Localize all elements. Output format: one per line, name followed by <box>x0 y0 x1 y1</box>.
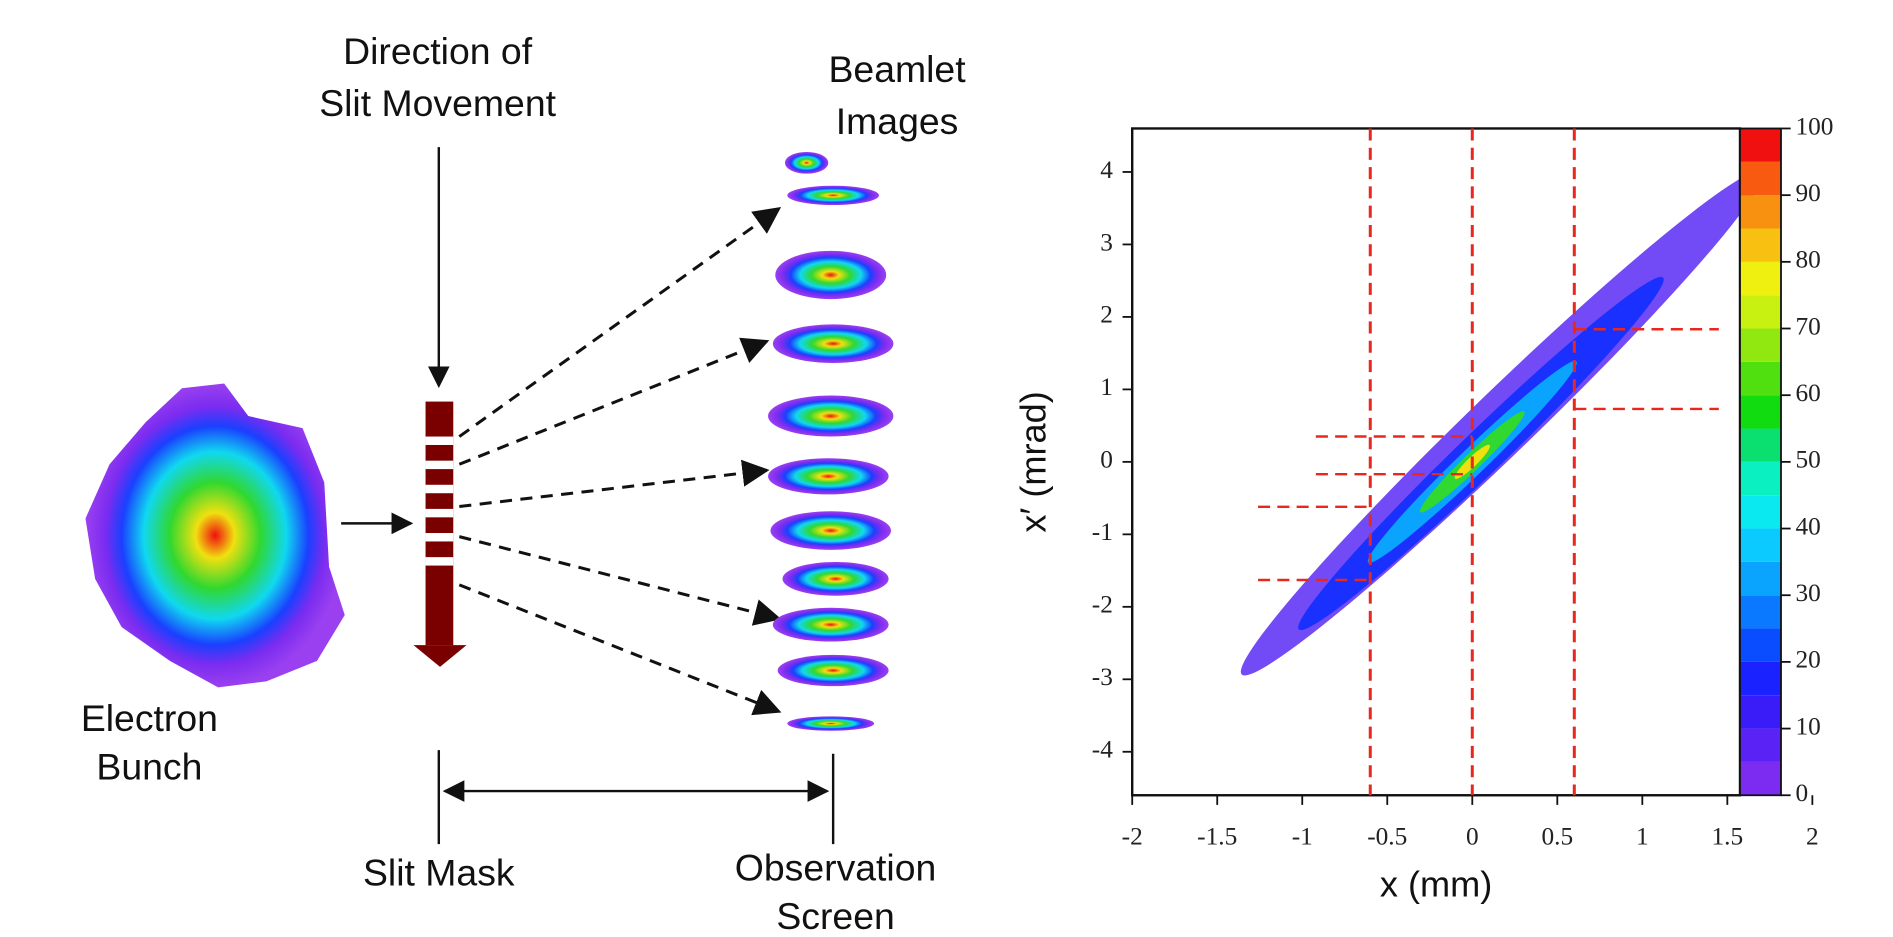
beamlet <box>770 511 892 550</box>
label: Bunch <box>96 745 202 787</box>
colorbar-band <box>1739 695 1781 729</box>
label: Electron <box>81 697 218 739</box>
label: Screen <box>776 895 894 937</box>
diagram: Direction of Slit Movement Beamlet Image… <box>81 30 966 937</box>
beamlet-arrows <box>458 207 782 716</box>
colorbar-band <box>1739 395 1781 429</box>
colorbar-band <box>1739 728 1781 762</box>
beamlet <box>787 185 879 206</box>
colorbar-band <box>1739 495 1781 529</box>
y-tick-label: 0 <box>1100 446 1113 474</box>
colorbar-band <box>1739 361 1781 396</box>
label: Direction of <box>343 30 533 72</box>
beamlet <box>768 458 889 495</box>
beamlet <box>772 324 894 363</box>
colorbar-label: 80 <box>1795 246 1820 274</box>
y-tick-label: 4 <box>1100 156 1113 184</box>
colorbar-band <box>1739 561 1781 596</box>
y-tick-label: -2 <box>1092 591 1113 619</box>
x-tick-label: -0.5 <box>1367 822 1407 850</box>
x-tick-label: 1.5 <box>1712 822 1744 850</box>
x-tick-label: 2 <box>1806 822 1819 850</box>
colorbar-band <box>1739 128 1781 162</box>
colorbar-band <box>1739 161 1781 196</box>
x-tick-label: 0 <box>1466 822 1479 850</box>
beamlet <box>787 716 875 731</box>
slit-arrow <box>413 645 467 667</box>
label: Beamlet <box>829 48 967 90</box>
colorbar-label: 10 <box>1795 712 1820 740</box>
colorbar-label: 60 <box>1795 379 1820 407</box>
colorbar-band <box>1739 595 1781 629</box>
beamlet <box>784 151 829 174</box>
label: Images <box>836 100 959 142</box>
label: Observation <box>735 847 937 889</box>
colorbar-band <box>1739 661 1781 696</box>
y-tick-label: -4 <box>1092 736 1113 764</box>
colorbar-band <box>1739 328 1781 362</box>
x-tick-label: -1 <box>1292 822 1313 850</box>
beamlet <box>782 561 889 596</box>
y-tick-label: -1 <box>1092 518 1113 546</box>
x-axis-title: x (mm) <box>1380 863 1492 904</box>
y-axis-title: x′ (mrad) <box>1012 391 1053 532</box>
colorbar-label: 20 <box>1795 646 1820 674</box>
beamlet <box>777 654 889 687</box>
colorbar-band <box>1739 461 1781 496</box>
colorbar-band <box>1739 228 1781 262</box>
colorbar-label: 100 <box>1795 112 1833 140</box>
colorbar-band <box>1739 261 1781 296</box>
colorbar-label: 70 <box>1795 312 1820 340</box>
beamlet-images <box>768 151 894 731</box>
colorbar-band <box>1739 195 1781 229</box>
x-tick-label: 0.5 <box>1541 822 1573 850</box>
colorbar-label: 90 <box>1795 179 1820 207</box>
colorbar-band <box>1739 295 1781 329</box>
colorbar-band <box>1739 761 1781 796</box>
x-tick-label: -2 <box>1122 822 1143 850</box>
y-tick-label: -3 <box>1092 663 1113 691</box>
colorbar-band <box>1739 628 1781 662</box>
y-tick-label: 2 <box>1100 301 1113 329</box>
colorbar-label: 0 <box>1795 779 1808 807</box>
x-tick-label: -1.5 <box>1197 822 1237 850</box>
density <box>1240 170 1764 676</box>
slits <box>425 436 454 566</box>
beamlet <box>768 395 894 437</box>
y-tick-label: 1 <box>1100 373 1113 401</box>
colorbar-label: 40 <box>1795 512 1820 540</box>
colorbar-label: 50 <box>1795 446 1820 474</box>
beamlet <box>772 607 889 642</box>
label: Slit Movement <box>319 82 556 124</box>
y-tick-label: 3 <box>1100 228 1113 256</box>
colorbar-band <box>1739 428 1781 462</box>
x-tick-label: 1 <box>1636 822 1649 850</box>
electron-bunch <box>85 383 345 688</box>
beamlet <box>775 250 887 300</box>
colorbar-band <box>1739 528 1781 562</box>
colorbar-label: 30 <box>1795 579 1820 607</box>
label: Slit Mask <box>363 851 515 893</box>
